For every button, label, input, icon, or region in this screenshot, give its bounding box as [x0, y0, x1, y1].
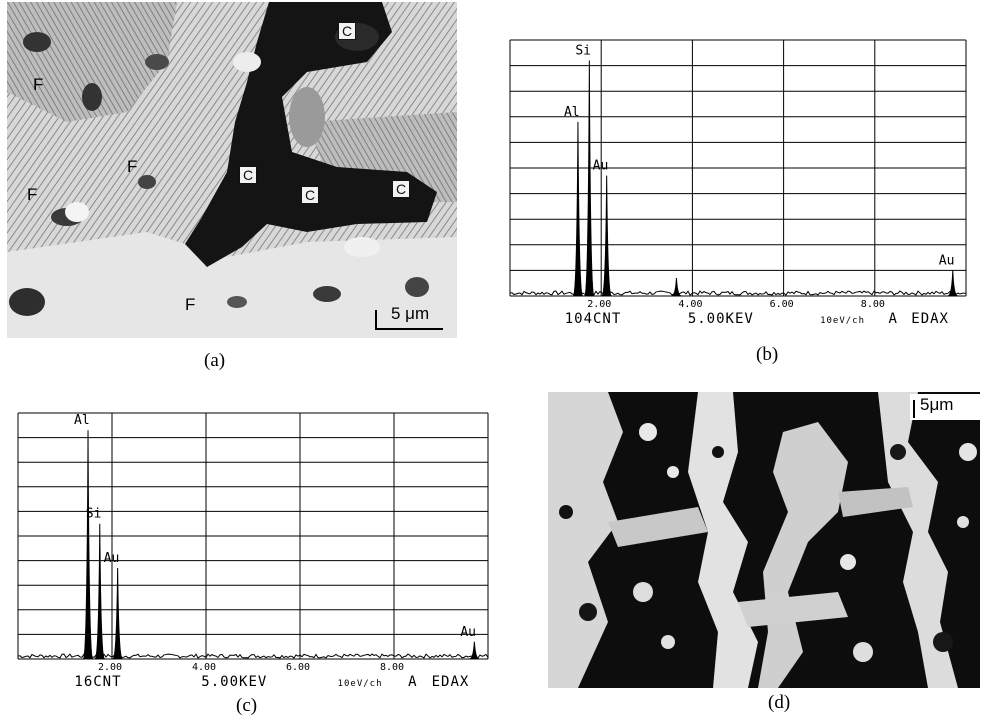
spectrum-b-tick-label-2: 6.00: [770, 299, 794, 310]
spectrum-b-footer-mode: A: [888, 311, 897, 327]
spectrum-b-footer-system: EDAX: [911, 311, 949, 327]
spectrum-c: Al Si Au Au 2.00 4.00 6.00 8.00 16CNT 5.00KEV 10eV…: [8, 403, 492, 697]
spectrum-c-footer-counts: 16CNT: [74, 674, 121, 690]
spectrum-c-peak-0: [82, 430, 94, 660]
scale-bar-a-label: 5 μm: [391, 304, 430, 323]
spectrum-c-peak-3: [469, 641, 480, 660]
spectrum-b-peak-1: [583, 60, 595, 297]
caption-a: (a): [204, 350, 226, 371]
spectrum-b-footer-scale: 5.00KEV: [688, 311, 754, 327]
spectrum-b-peak-2: [601, 175, 613, 297]
spectrum-c-tick-label-1: 4.00: [192, 662, 216, 673]
spectrum-b-peak-label-1: Si: [575, 43, 591, 58]
spectrum-b-tick-label-1: 4.00: [678, 299, 702, 310]
spectrum-b-tick-label-3: 8.00: [861, 299, 885, 310]
spectrum-c-peak-label-3: Au: [460, 625, 476, 640]
spectrum-c-footer-mode: A: [408, 674, 417, 690]
scale-bar-d-label: 5μm: [920, 395, 954, 414]
caption-d: (d): [768, 692, 791, 713]
spectrum-b-peak-label-0: Al: [564, 105, 580, 120]
scale-bar-a-base: [375, 328, 443, 330]
caption-c: (c): [236, 695, 258, 716]
spectrum-c-baseline: [17, 653, 489, 659]
label-c-2: C: [239, 166, 258, 184]
panel-d: 5μm (d): [520, 380, 988, 722]
label-f-2: F: [127, 157, 138, 176]
micrograph-a-image: [7, 2, 457, 338]
spectrum-c-peak-2: [112, 567, 124, 660]
spectrum-b-chart: Al Si Au Au 2.00 4.00 6.00 8.00 104CNT 5.00KEV 10e…: [509, 39, 967, 327]
spectrum-c-chart: Al Si Au Au 2.00 4.00 6.00 8.00 16CNT 5.00KEV 10eV…: [17, 412, 489, 690]
spectrum-b-peak-3: [671, 278, 682, 297]
label-c-1: C: [338, 22, 357, 40]
spectrum-c-peak-label-2: Au: [104, 551, 120, 566]
spectrum-c-tick-label-3: 8.00: [380, 662, 404, 673]
label-f-3: F: [27, 185, 38, 204]
panel-b: Al Si Au Au 2.00 4.00 6.00 8.00 104CNT 5.00KEV 10e…: [490, 0, 988, 380]
panel-a: F F F F C C C C 5 μm (a): [0, 0, 470, 380]
caption-b: (b): [756, 344, 779, 365]
micrograph-d-image: [548, 392, 980, 688]
spectrum-c-peak-label-1: Si: [86, 507, 102, 522]
spectrum-b-footer-channel: 10eV/ch: [820, 316, 865, 326]
spectrum-c-peak-1: [94, 523, 106, 660]
scale-bar-a: 5 μm: [373, 304, 453, 334]
spectrum-c-footer-system: EDAX: [432, 674, 470, 690]
spectrum-b-footer-counts: 104CNT: [565, 311, 622, 327]
micrograph-d: 5μm: [548, 392, 980, 688]
spectrum-c-peak-label-0: Al: [74, 413, 90, 428]
spectrum-b-peak-label-2: Au: [593, 159, 609, 174]
micrograph-a: F F F F C C C C 5 μm: [7, 2, 457, 338]
spectrum-b-peak-0: [572, 121, 584, 297]
spectrum-c-footer-channel: 10eV/ch: [338, 679, 383, 689]
spectrum-c-tick-label-0: 2.00: [98, 662, 122, 673]
spectrum-b-tick-label-0: 2.00: [587, 299, 611, 310]
label-f-1: F: [33, 75, 44, 94]
label-f-4: F: [185, 295, 196, 314]
label-c-3: C: [301, 186, 320, 204]
spectrum-c-tick-label-2: 6.00: [286, 662, 310, 673]
panel-c: Al Si Au Au 2.00 4.00 6.00 8.00 16CNT 5.00KEV 10eV…: [0, 395, 500, 722]
scale-bar-a-line: [375, 310, 377, 330]
spectrum-b: Al Si Au Au 2.00 4.00 6.00 8.00 104CNT 5.00KEV 10e…: [500, 30, 970, 334]
label-c-4: C: [392, 180, 411, 198]
spectrum-b-peak-label-4: Au: [939, 253, 955, 268]
spectrum-c-footer-scale: 5.00KEV: [201, 674, 267, 690]
scale-bar-d-line: [913, 400, 915, 418]
scale-bar-d: 5μm: [910, 394, 980, 420]
spectrum-b-peak-4: [947, 270, 958, 297]
spectrum-b-baseline: [509, 290, 967, 296]
